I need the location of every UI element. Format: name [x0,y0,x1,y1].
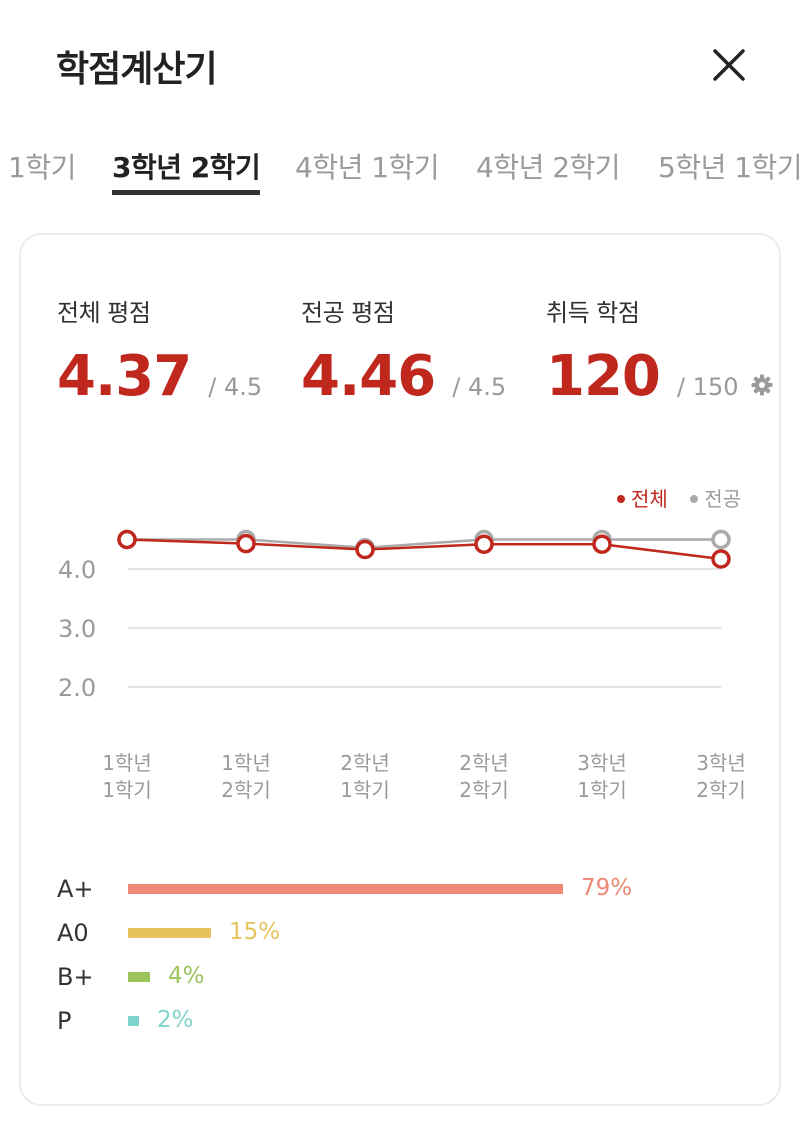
legend-overall: 전체 [617,483,668,512]
data-point[interactable] [592,534,612,554]
data-point[interactable] [711,549,731,569]
gpa-card: 전체 평점 4.37 / 4.5 전공 평점 4.46 / 4.5 취득 학점 … [19,233,781,1106]
legend-overall-label: 전체 [631,487,668,511]
data-point[interactable] [355,539,375,560]
grade-label: P [57,1007,72,1035]
data-point[interactable] [236,533,256,554]
grade-bar [128,884,563,894]
tab-1[interactable]: 1학기 [8,151,76,184]
grade-bar [128,972,150,982]
x-tick-label: 1학년 [221,751,271,775]
x-tick-label: 2학기 [459,778,509,802]
major-gpa-max: / 4.5 [452,373,507,401]
credits-settings-button[interactable] [750,373,774,397]
legend-overall-dot [617,495,626,503]
legend-major-dot [690,495,699,503]
gpa-line-chart: 4.0 3.0 2.0 1학년 1학기 1학년 2학기 2학년 1학기 2학년 2학기 3학년 1학기 3… [58,529,746,802]
x-tick-label: 2학기 [696,778,746,802]
x-tick-label: 1학년 [102,751,152,775]
semester-tabs: 1학기 3학년 2학기 4학년 1학기 4학년 2학기 5학년 1학기 [0,140,800,200]
x-tick-label: 1학기 [577,778,627,802]
grade-percent: 4% [168,963,205,989]
y-tick-label: 2.0 [58,674,96,702]
earned-credits: 취득 학점 120 / 150 [546,293,774,409]
chart-legend: 전체 전공 [601,483,741,512]
x-tick-label: 1학기 [340,778,390,802]
header: 학점계산기 [0,0,800,130]
major-gpa: 전공 평점 4.46 / 4.5 [301,293,506,409]
x-tick-label: 2학년 [459,751,509,775]
series-line-1 [127,538,721,550]
gear-icon [751,374,773,396]
overall-gpa-label: 전체 평점 [57,299,151,327]
earned-credits-label: 취득 학점 [546,299,640,327]
tab-2[interactable]: 3학년 2학기 [112,151,261,184]
data-point[interactable] [711,529,731,550]
grade-percent: 2% [157,1007,194,1033]
grade-percent: 79% [581,875,633,901]
grade-label: A0 [57,919,89,947]
grade-row: A0 15% [21,919,783,949]
y-tick-label: 3.0 [58,615,96,643]
grade-percent: 15% [229,919,281,945]
data-point[interactable] [474,534,494,554]
grade-row: B+ 4% [21,963,783,993]
earned-credits-max: / 150 [677,373,739,401]
data-point[interactable] [117,529,137,550]
tab-3[interactable]: 4학년 1학기 [295,151,440,184]
series-line-0 [126,538,722,561]
close-icon [713,49,745,81]
overall-gpa-value: 4.37 [57,344,192,409]
legend-major: 전공 [690,483,741,512]
y-tick-label: 4.0 [58,556,96,584]
close-button[interactable] [706,42,752,88]
legend-major-label: 전공 [704,487,741,511]
grade-label: A+ [57,875,94,903]
overall-gpa-max: / 4.5 [208,373,263,401]
x-tick-label: 2학기 [221,778,271,802]
active-tab-indicator [112,190,260,195]
grade-row: P 2% [21,1007,783,1037]
tab-5[interactable]: 5학년 1학기 [658,151,800,184]
tab-4[interactable]: 4학년 2학기 [476,151,621,184]
grade-bar [128,1016,139,1026]
x-tick-label: 1학기 [102,778,152,802]
earned-credits-value: 120 [546,344,661,409]
major-gpa-label: 전공 평점 [301,299,395,327]
grade-row: A+ 79% [21,875,783,905]
x-tick-label: 3학년 [696,751,746,775]
page-title: 학점계산기 [56,49,218,90]
overall-gpa: 전체 평점 4.37 / 4.5 [57,293,262,409]
x-tick-label: 3학년 [577,751,627,775]
grade-bar [128,928,211,938]
grade-label: B+ [57,963,94,991]
major-gpa-value: 4.46 [301,344,436,409]
x-tick-label: 2학년 [340,751,390,775]
